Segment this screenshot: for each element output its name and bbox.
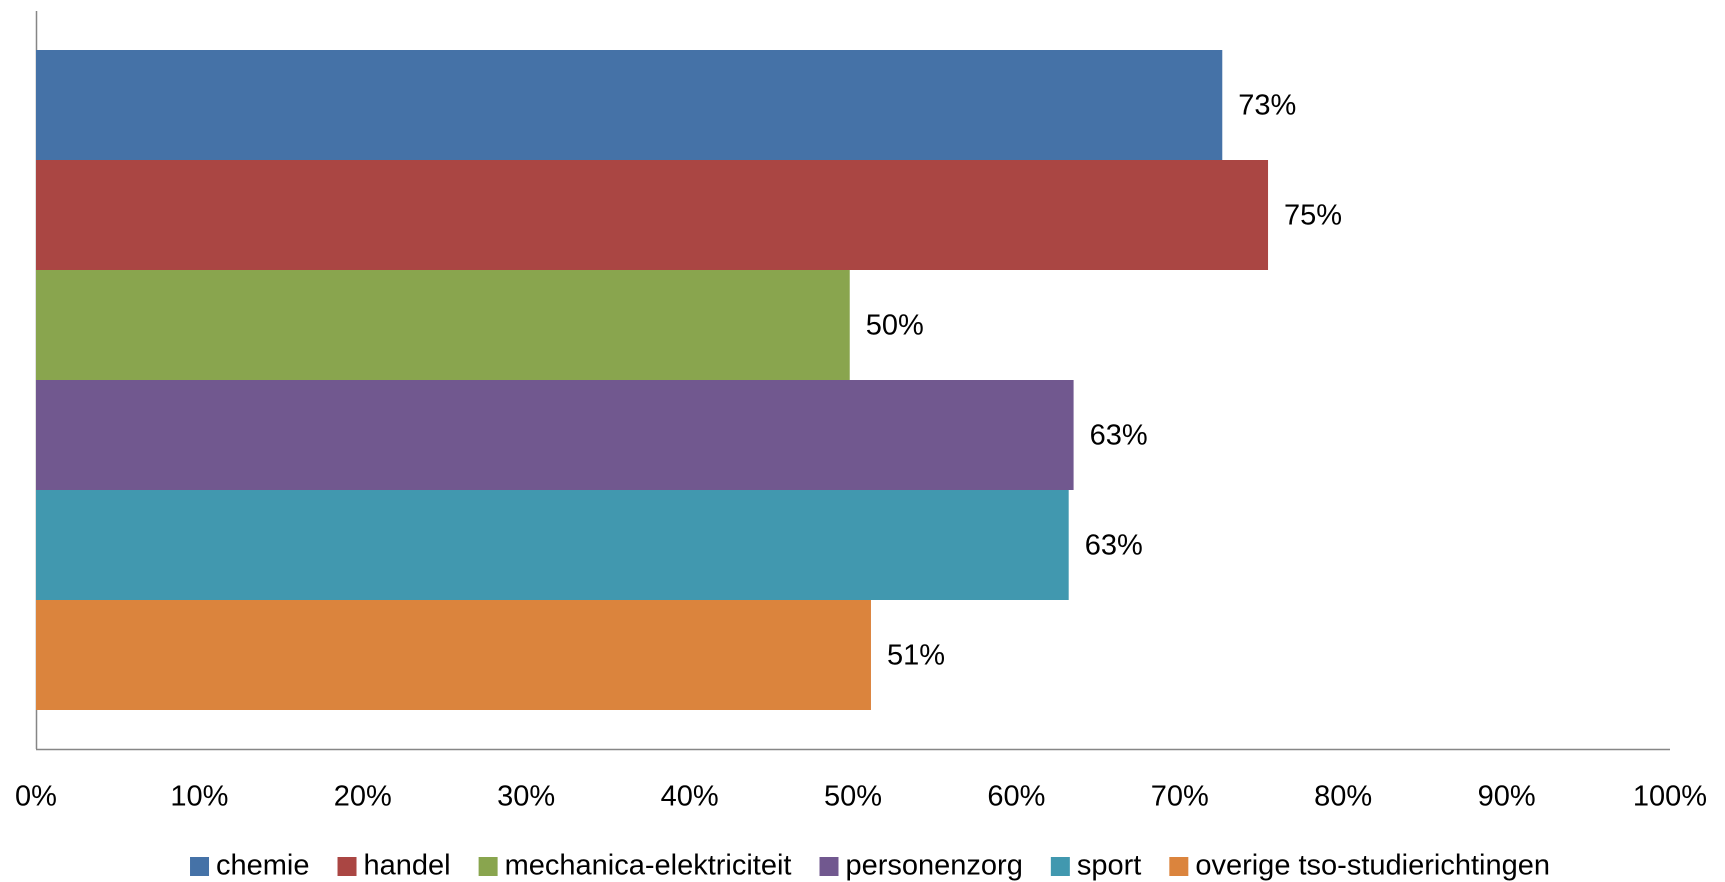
legend-label: personenzorg	[846, 850, 1023, 882]
legend-label: chemie	[216, 850, 310, 882]
bar	[36, 270, 850, 380]
data-label: 63%	[1090, 420, 1148, 452]
legend-swatch	[819, 857, 839, 876]
x-tick-label: 80%	[1314, 781, 1372, 813]
legend-swatch	[1169, 857, 1189, 876]
x-tick-label: 20%	[334, 781, 392, 813]
x-tick-label: 70%	[1151, 781, 1209, 813]
legend-swatch	[337, 857, 357, 876]
bar	[36, 600, 871, 710]
data-label: 51%	[887, 640, 945, 672]
data-label: 75%	[1284, 200, 1342, 232]
bar	[36, 490, 1069, 600]
bar	[36, 50, 1223, 160]
legend-swatch	[478, 857, 498, 876]
legend-label: overige tso-studierichtingen	[1195, 850, 1550, 882]
x-tick-label: 50%	[824, 781, 882, 813]
x-tick-label: 100%	[1633, 781, 1707, 813]
bar	[36, 380, 1074, 490]
x-tick-label: 60%	[987, 781, 1045, 813]
bar	[36, 160, 1269, 270]
data-label: 50%	[866, 310, 924, 342]
legend-label: mechanica-elektriciteit	[505, 850, 792, 882]
x-tick-label: 40%	[661, 781, 719, 813]
legend-swatch	[190, 857, 210, 876]
x-tick-label: 0%	[15, 781, 57, 813]
x-tick-label: 30%	[497, 781, 555, 813]
x-tick-label: 10%	[170, 781, 228, 813]
legend-label: sport	[1077, 850, 1141, 882]
legend-swatch	[1050, 857, 1070, 876]
data-label: 73%	[1238, 90, 1296, 122]
data-label: 63%	[1085, 530, 1143, 562]
legend-label: handel	[364, 850, 451, 882]
x-tick-label: 90%	[1478, 781, 1536, 813]
